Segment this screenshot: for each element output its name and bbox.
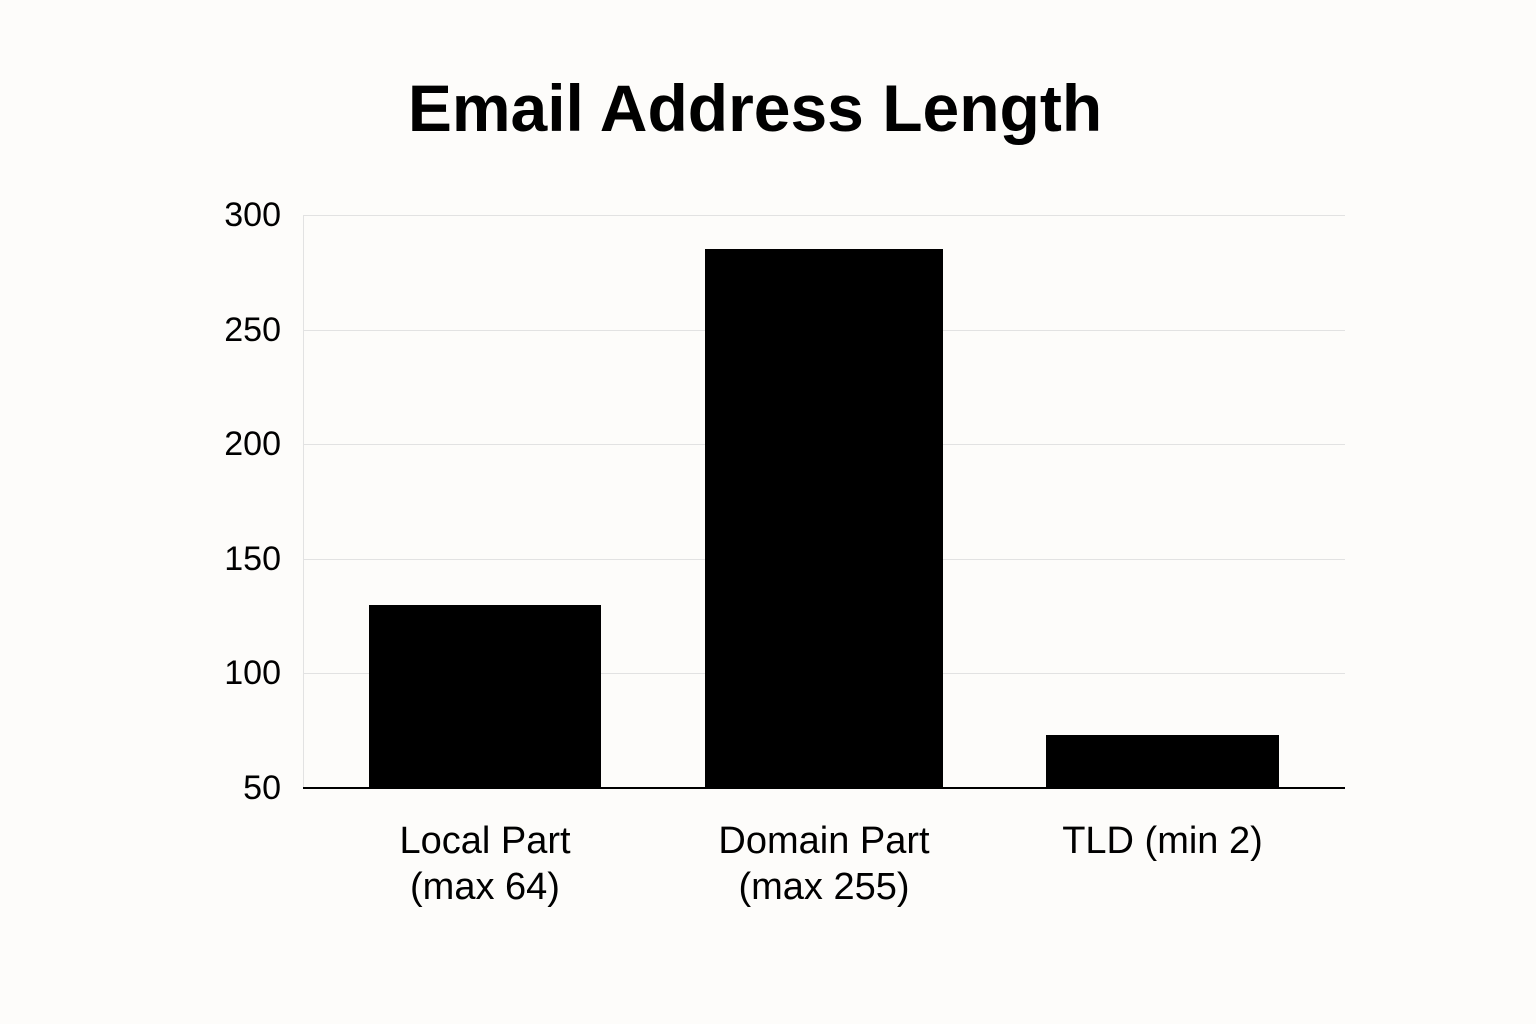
- y-tick-label: 300: [224, 196, 281, 234]
- x-tick-label-line: [1003, 864, 1323, 910]
- x-tick-label: Domain Part (max 255): [664, 818, 984, 910]
- y-tick-label: 50: [243, 769, 281, 807]
- x-tick-label-line: Domain Part: [718, 820, 930, 862]
- y-tick-label: 150: [224, 539, 281, 578]
- x-tick-label-line: TLD (min 2): [1062, 820, 1263, 862]
- bar: [705, 249, 943, 788]
- x-tick-label-line: (max 64): [410, 866, 560, 908]
- x-axis-line: [303, 787, 1345, 789]
- y-tick-label: 100: [224, 654, 281, 693]
- x-tick-label-line: Local Part: [399, 820, 571, 862]
- gridline: [303, 215, 1345, 216]
- chart-title: Email Address Length: [407, 71, 1103, 145]
- y-tick-label: 250: [224, 310, 281, 349]
- y-tick-label: 200: [224, 425, 281, 464]
- x-tick-label: TLD (min 2): [1003, 818, 1323, 910]
- plot-area: [303, 215, 1345, 789]
- bar: [1046, 735, 1279, 788]
- y-axis-line: [303, 215, 304, 788]
- x-tick-label-line: (max 255): [738, 866, 910, 908]
- bar: [369, 604, 601, 788]
- x-tick-label: Local Part (max 64): [325, 818, 645, 910]
